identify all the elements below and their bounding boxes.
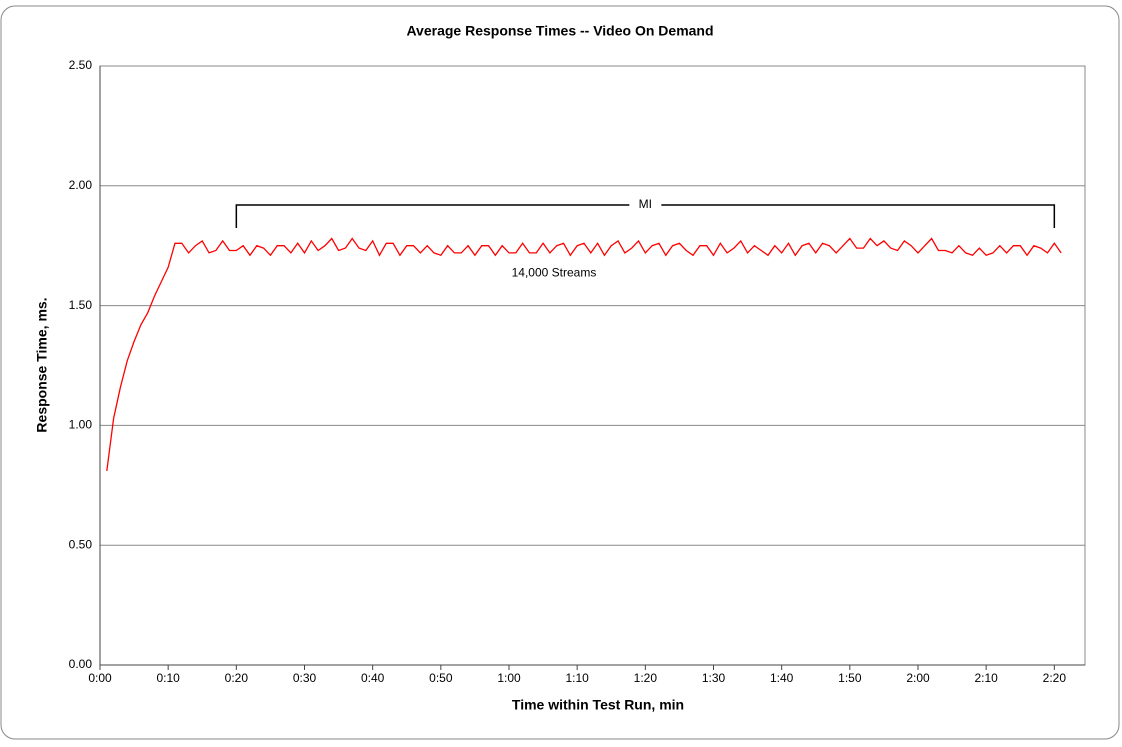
x-axis-label: Time within Test Run, min (512, 697, 684, 713)
series-label: 14,000 Streams (512, 265, 597, 279)
x-tick-label: 0:00 (88, 671, 112, 685)
x-tick-label: 0:10 (156, 671, 180, 685)
y-tick-label: 1.00 (69, 418, 93, 432)
chart-title: Average Response Times -- Video On Deman… (406, 23, 713, 39)
x-tick-label: 0:20 (225, 671, 249, 685)
mi-label-bg (629, 197, 662, 213)
y-axis-label: Response Time, ms. (34, 297, 50, 432)
x-tick-label: 1:20 (634, 671, 658, 685)
data-line (106, 237, 1062, 472)
plot-area (99, 65, 1086, 666)
x-tick-label: 2:00 (906, 671, 930, 685)
y-tick-label: 2.50 (69, 58, 93, 72)
x-tick-label: 2:10 (974, 671, 998, 685)
x-tick-label: 1:50 (838, 671, 862, 685)
x-tick-label: 1:00 (497, 671, 521, 685)
x-tick-label: 0:30 (293, 671, 317, 685)
y-tick-label: 1.50 (69, 298, 93, 312)
mi-label: MI (639, 197, 652, 211)
x-tick-label: 0:50 (429, 671, 453, 685)
x-tick-label: 1:40 (770, 671, 794, 685)
x-tick-label: 1:10 (565, 671, 589, 685)
y-tick-label: 0.00 (69, 657, 93, 671)
y-tick-label: 0.50 (69, 537, 93, 551)
x-tick-label: 0:40 (361, 671, 385, 685)
y-tick-label: 2.00 (69, 178, 93, 192)
x-tick-label: 1:30 (702, 671, 726, 685)
x-tick-label: 2:20 (1043, 671, 1067, 685)
